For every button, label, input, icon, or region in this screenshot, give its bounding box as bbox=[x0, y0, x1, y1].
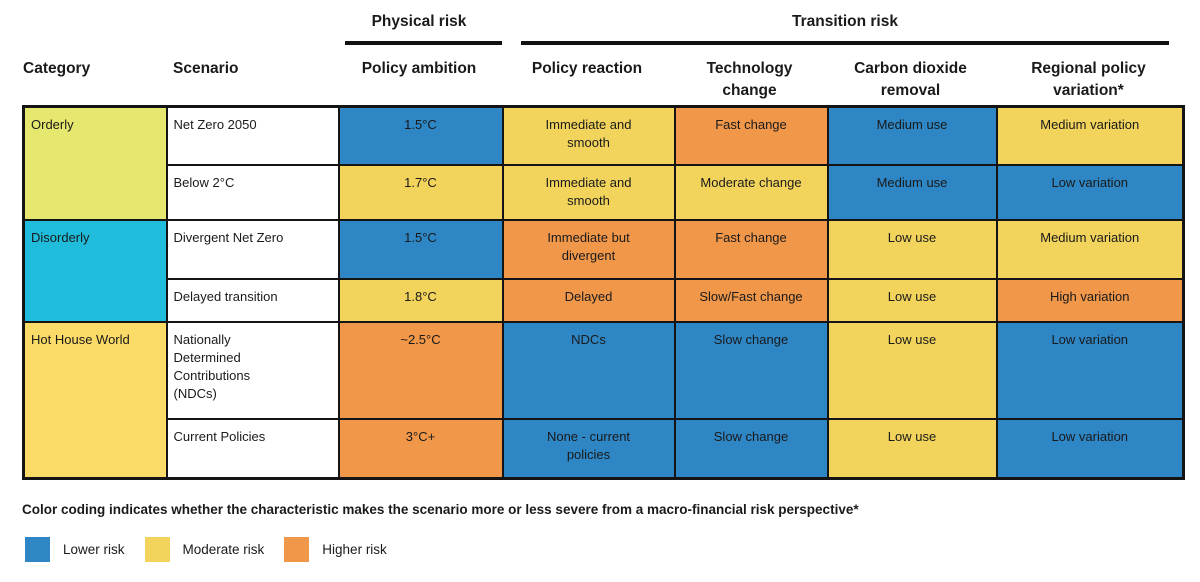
cell-policy-ambition: 1.8°C bbox=[337, 277, 504, 323]
table-row: Orderly Net Zero 2050 1.5°C Immediate an… bbox=[22, 105, 1185, 221]
cell-regional-policy-variation: Low variation bbox=[995, 163, 1185, 221]
column-header-regional-policy-variation: Regional policy variation* bbox=[1031, 60, 1146, 99]
legend-label: Higher risk bbox=[322, 542, 387, 557]
scenario-cell: Current Policies bbox=[165, 417, 340, 480]
cell-regional-policy-variation: Low variation bbox=[995, 417, 1185, 480]
category-cell-hot-house-world: Hot House World bbox=[22, 320, 168, 480]
cell-technology-change: Fast change bbox=[673, 105, 829, 166]
legend-item-lower-risk: Lower risk bbox=[25, 537, 125, 562]
column-header-policy-ambition: Policy ambition bbox=[361, 60, 477, 77]
table-row: Hot House World Nationally Determined Co… bbox=[22, 320, 1185, 480]
transition-risk-group-title: Transition risk bbox=[792, 13, 898, 30]
cell-policy-ambition: ~2.5°C bbox=[337, 320, 504, 420]
scenario-table: Orderly Net Zero 2050 1.5°C Immediate an… bbox=[22, 105, 1185, 480]
color-coding-footnote: Color coding indicates whether the chara… bbox=[22, 502, 859, 517]
table-row: Below 2°C 1.7°C Immediate and smooth Mod… bbox=[24, 163, 1185, 221]
cell-policy-ambition: 3°C+ bbox=[337, 417, 504, 480]
cell-carbon-dioxide-removal: Low use bbox=[826, 218, 998, 280]
scenario-cell: Divergent Net Zero bbox=[165, 218, 340, 280]
cell-carbon-dioxide-removal: Medium use bbox=[826, 163, 998, 221]
cell-policy-reaction: Delayed bbox=[501, 277, 676, 323]
category-cell-orderly: Orderly bbox=[22, 105, 168, 221]
cell-technology-change: Fast change bbox=[673, 218, 829, 280]
cell-technology-change: Slow change bbox=[673, 417, 829, 480]
column-header-technology-change: Technology change bbox=[706, 60, 793, 99]
cell-policy-reaction: Immediate but divergent bbox=[501, 218, 676, 280]
cell-policy-reaction: NDCs bbox=[501, 320, 676, 420]
table-row: Disorderly Divergent Net Zero 1.5°C Imme… bbox=[22, 218, 1185, 323]
transition-risk-underline bbox=[521, 41, 1169, 45]
cell-regional-policy-variation: Low variation bbox=[995, 320, 1185, 420]
column-header-scenario: Scenario bbox=[173, 60, 239, 77]
column-header-policy-reaction: Policy reaction bbox=[531, 60, 643, 77]
legend-item-moderate-risk: Moderate risk bbox=[144, 537, 265, 562]
cell-regional-policy-variation: Medium variation bbox=[995, 218, 1185, 280]
legend-item-higher-risk: Higher risk bbox=[284, 537, 387, 562]
scenario-cell: Below 2°C bbox=[165, 163, 340, 221]
physical-risk-underline bbox=[345, 41, 502, 45]
category-cell-disorderly: Disorderly bbox=[22, 218, 168, 323]
scenario-cell: Delayed transition bbox=[165, 277, 340, 323]
legend-label: Lower risk bbox=[63, 542, 125, 557]
higher-risk-swatch bbox=[284, 537, 310, 562]
column-header-carbon-dioxide-removal: Carbon dioxide removal bbox=[854, 60, 967, 99]
physical-risk-group-title: Physical risk bbox=[371, 13, 467, 30]
cell-policy-ambition: 1.5°C bbox=[337, 105, 504, 166]
column-header-category: Category bbox=[23, 60, 91, 77]
cell-regional-policy-variation: Medium variation bbox=[995, 105, 1185, 166]
cell-policy-ambition: 1.7°C bbox=[337, 163, 504, 221]
moderate-risk-swatch bbox=[144, 537, 170, 562]
cell-policy-reaction: Immediate and smooth bbox=[501, 105, 676, 166]
cell-carbon-dioxide-removal: Low use bbox=[826, 277, 998, 323]
cell-carbon-dioxide-removal: Low use bbox=[826, 417, 998, 480]
cell-technology-change: Slow change bbox=[673, 320, 829, 420]
cell-technology-change: Slow/Fast change bbox=[673, 277, 829, 323]
legend-label: Moderate risk bbox=[182, 542, 265, 557]
lower-risk-swatch bbox=[25, 537, 50, 562]
cell-policy-reaction: None - current policies bbox=[501, 417, 676, 480]
scenario-cell: Nationally Determined Contributions (NDC… bbox=[165, 320, 340, 420]
table-row: Delayed transition 1.8°C Delayed Slow/Fa… bbox=[24, 277, 1185, 323]
cell-regional-policy-variation: High variation bbox=[995, 277, 1185, 323]
cell-technology-change: Moderate change bbox=[673, 163, 829, 221]
cell-policy-reaction: Immediate and smooth bbox=[501, 163, 676, 221]
cell-carbon-dioxide-removal: Low use bbox=[826, 320, 998, 420]
table-row: Current Policies 3°C+ None - current pol… bbox=[24, 417, 1185, 480]
scenario-cell: Net Zero 2050 bbox=[165, 105, 340, 166]
cell-carbon-dioxide-removal: Medium use bbox=[826, 105, 998, 166]
cell-policy-ambition: 1.5°C bbox=[337, 218, 504, 280]
risk-legend: Lower risk Moderate risk Higher risk bbox=[25, 537, 407, 562]
